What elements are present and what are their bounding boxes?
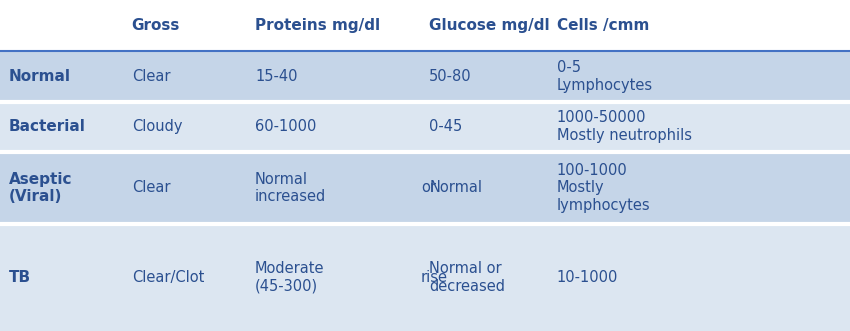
Text: rise: rise <box>421 270 448 285</box>
Text: Clear: Clear <box>132 69 170 84</box>
Text: TB: TB <box>8 270 31 285</box>
Text: Gross: Gross <box>132 18 180 33</box>
Bar <box>0 102 850 152</box>
Text: Cells /cmm: Cells /cmm <box>557 18 649 33</box>
Text: Normal: Normal <box>429 180 482 195</box>
Text: 1000-50000
Mostly neutrophils: 1000-50000 Mostly neutrophils <box>557 111 692 143</box>
Text: Normal: Normal <box>8 69 71 84</box>
Text: Clear/Clot: Clear/Clot <box>132 270 204 285</box>
Text: Aseptic
(Viral): Aseptic (Viral) <box>8 171 72 204</box>
Text: or: or <box>421 180 436 195</box>
Text: Bacterial: Bacterial <box>8 119 85 134</box>
Text: 10-1000: 10-1000 <box>557 270 618 285</box>
Text: 60-1000: 60-1000 <box>255 119 316 134</box>
Bar <box>0 224 850 331</box>
Text: 100-1000
Mostly
lymphocytes: 100-1000 Mostly lymphocytes <box>557 163 650 213</box>
Text: Normal or
decreased: Normal or decreased <box>429 261 505 294</box>
Text: 50-80: 50-80 <box>429 69 472 84</box>
Bar <box>0 152 850 224</box>
Text: 15-40: 15-40 <box>255 69 298 84</box>
Text: Cloudy: Cloudy <box>132 119 182 134</box>
Text: 0-45: 0-45 <box>429 119 462 134</box>
Text: Glucose mg/dl: Glucose mg/dl <box>429 18 550 33</box>
Text: Proteins mg/dl: Proteins mg/dl <box>255 18 380 33</box>
Text: Clear: Clear <box>132 180 170 195</box>
Bar <box>0 0 850 51</box>
Text: Normal
increased: Normal increased <box>255 171 326 204</box>
Text: 0-5
Lymphocytes: 0-5 Lymphocytes <box>557 60 653 93</box>
Bar <box>0 51 850 102</box>
Text: Moderate
(45-300): Moderate (45-300) <box>255 261 325 294</box>
